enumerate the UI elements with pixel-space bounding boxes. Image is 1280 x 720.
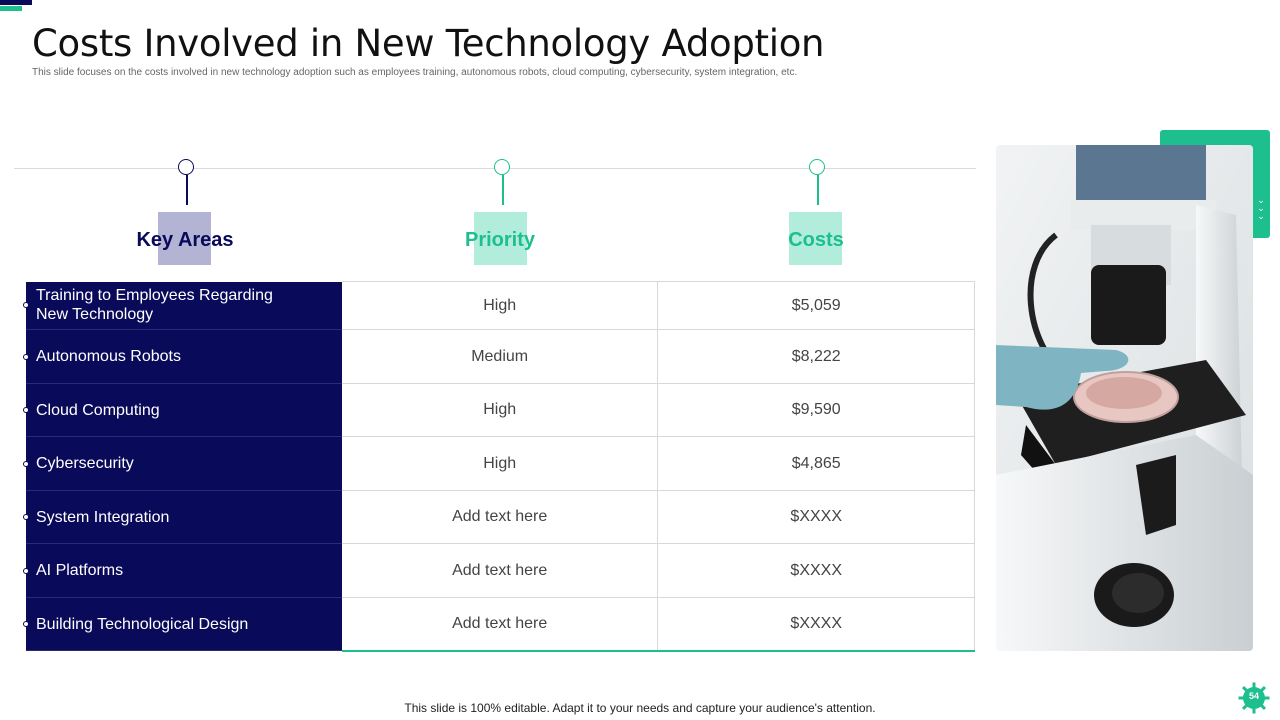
footer-note: This slide is 100% editable. Adapt it to… (404, 701, 876, 715)
column-header-key-areas: Key Areas (136, 229, 234, 251)
cost-cell: $XXXX (657, 490, 975, 544)
table-row: System Integration Add text here $XXXX (23, 490, 975, 544)
table-row: Cybersecurity High $4,865 (23, 436, 975, 491)
bullet-dot-icon (23, 353, 29, 360)
key-area-cell: AI Platforms (23, 543, 342, 598)
key-area-cell: System Integration (23, 490, 342, 544)
bullet-dot-icon (23, 460, 29, 467)
column-header-costs: Costs (788, 229, 844, 251)
key-area-cell: Building Technological Design (23, 597, 342, 651)
cost-cell: $9,590 (657, 383, 975, 437)
chevrons-icon: ⌄ ⌄ ⌄ (1257, 195, 1265, 221)
priority-cell: Add text here (341, 543, 659, 598)
cost-cell: $XXXX (657, 597, 975, 652)
costs-table: Training to Employees Regarding New Tech… (23, 281, 975, 652)
cost-cell: $4,865 (657, 436, 975, 491)
page-number: 54 (1248, 691, 1259, 701)
table-row: Cloud Computing High $9,590 (23, 383, 975, 437)
cost-cell: $XXXX (657, 543, 975, 598)
column-header-priority: Priority (464, 229, 536, 251)
key-area-cell: Cybersecurity (23, 436, 342, 491)
bullet-dot-icon (23, 302, 29, 309)
priority-cell: High (341, 436, 659, 491)
key-area-cell: Autonomous Robots (23, 329, 342, 384)
corner-accent-teal (0, 6, 22, 11)
priority-cell: Medium (341, 329, 659, 384)
key-area-cell: Cloud Computing (23, 383, 342, 437)
priority-cell: High (341, 383, 659, 437)
bullet-dot-icon (23, 567, 29, 574)
microscope-photo (996, 145, 1253, 651)
cost-cell: $8,222 (657, 329, 975, 384)
priority-cell: Add text here (341, 490, 659, 544)
priority-cell: Add text here (341, 597, 659, 652)
table-row: Building Technological Design Add text h… (23, 597, 975, 652)
key-area-cell: Training to Employees Regarding New Tech… (23, 281, 342, 330)
gear-badge-icon: 54 (1238, 682, 1270, 714)
corner-accent-navy (0, 0, 32, 5)
gear-icon (1238, 682, 1270, 714)
microscope-illustration (996, 145, 1253, 651)
slide-title: Costs Involved in New Technology Adoptio… (32, 22, 825, 65)
header-box-priority (474, 212, 527, 265)
slide-subtitle: This slide focuses on the costs involved… (32, 67, 798, 78)
table-row: Autonomous Robots Medium $8,222 (23, 329, 975, 384)
bullet-dot-icon (23, 621, 29, 627)
table-row: Training to Employees Regarding New Tech… (23, 281, 975, 330)
header-box-key-areas (158, 212, 211, 265)
bullet-dot-icon (23, 514, 29, 520)
priority-cell: High (341, 281, 659, 330)
table-row: AI Platforms Add text here $XXXX (23, 543, 975, 598)
header-box-costs (789, 212, 842, 265)
cost-cell: $5,059 (657, 281, 975, 330)
bullet-dot-icon (23, 407, 29, 413)
